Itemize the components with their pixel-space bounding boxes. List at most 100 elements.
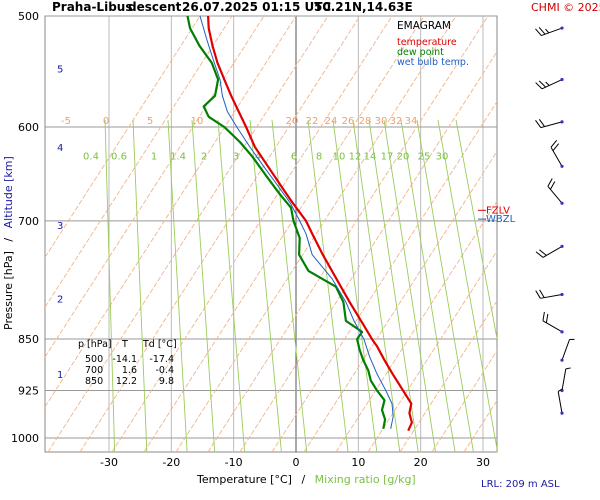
wind-barb-flag <box>547 178 553 187</box>
lrl-label: LRL: 209 m ASL <box>481 479 560 490</box>
potential-temp-label: 34 <box>405 116 418 127</box>
mixing-ratio-line <box>383 119 436 453</box>
wind-barb-flag <box>538 80 546 88</box>
pressure-tick-label: 600 <box>18 121 39 134</box>
wind-barb <box>547 178 564 205</box>
wind-barb-staff <box>542 320 563 333</box>
mixing-ratio-label: 2 <box>201 152 207 163</box>
dry-adiabat-line <box>44 15 201 258</box>
table-row-p: 500 <box>85 354 103 365</box>
wind-barb-base <box>560 201 564 205</box>
wind-barb-flag <box>545 313 549 323</box>
dry-adiabat-line <box>44 15 233 308</box>
mixing-ratio-label: 12 <box>349 152 362 163</box>
mixing-ratio-line <box>167 119 188 453</box>
summary-table: p [hPa] T Td [°C] 500 -14.1 -17.4 700 1.… <box>78 339 177 387</box>
temperature-tick-label: -30 <box>100 456 118 469</box>
wind-barb-flag <box>535 28 542 36</box>
mixing-ratio-line <box>455 119 498 339</box>
altitude-tick-label: 1 <box>57 370 63 381</box>
wind-barb-staff <box>542 245 563 258</box>
legend-wet-bulb: wet bulb temp. <box>397 57 469 68</box>
wind-barb-flag <box>545 28 550 34</box>
wind-barb-flag <box>535 120 542 128</box>
table-header-p: p [hPa] <box>78 339 112 350</box>
wind-barb-base <box>560 164 564 168</box>
dry-adiabat-line <box>495 450 498 453</box>
mixing-ratio-line <box>416 119 474 453</box>
profile-series <box>186 15 413 432</box>
mixing-ratio-label: 20 <box>397 152 410 163</box>
mixing-ratio-label: 30 <box>436 152 449 163</box>
mixing-ratio-line <box>307 119 349 453</box>
series-line-temperature <box>207 15 413 432</box>
series-line-wet-bulb-temp <box>199 15 394 429</box>
temperature-tick-label: 0 <box>293 456 300 469</box>
table-row-t: 1.6 <box>122 365 137 376</box>
copyright-text: CHMI © 2025 <box>531 1 600 14</box>
mixing-ratio-label: 25 <box>418 152 431 163</box>
wind-barb <box>535 244 564 258</box>
potential-temp-label: 10 <box>191 116 204 127</box>
mixing-ratio-label: 14 <box>364 152 377 163</box>
dry-adiabat-line <box>79 15 361 453</box>
wind-barb-flag <box>545 81 550 86</box>
mixing-ratio-line <box>400 119 456 453</box>
mixing-ratio-label: 10 <box>333 152 346 163</box>
wind-barb <box>535 77 564 90</box>
wind-barbs <box>535 26 575 415</box>
mixing-ratio-lines: 0.4 0.6 1 1.4 2 3 4 6 8 10 12 14 17 20 25 30 <box>83 119 498 453</box>
mixing-ratio-line <box>437 119 498 449</box>
potential-temp-label: 30 <box>375 116 388 127</box>
mixing-ratio-label: 1 <box>151 152 157 163</box>
wind-barb-flag <box>538 118 545 127</box>
table-header-td: Td [°C] <box>142 339 177 350</box>
wind-barb-flag <box>550 139 558 148</box>
legend-title: EMAGRAM <box>397 20 451 32</box>
mixing-ratio-line <box>104 119 116 453</box>
wind-barb-staff <box>541 27 563 37</box>
wind-barb-base <box>560 26 564 30</box>
wind-barb-staff <box>541 79 563 90</box>
potential-temp-label: 26 <box>342 116 355 127</box>
mixing-ratio-label: 6 <box>291 152 297 163</box>
wind-barb-flag <box>535 251 544 258</box>
pressure-tick-label: 700 <box>18 215 39 228</box>
table-row-p: 700 <box>85 365 103 376</box>
dry-adiabat-line <box>303 151 498 453</box>
x-axis-label: Temperature [°C] / Mixing ratio [g/kg] <box>196 473 416 486</box>
wind-barb <box>535 118 564 129</box>
svg-text:Pressure [hPa] /: Pressure [hPa] / Altitude [km] <box>2 156 15 330</box>
table-row-td: -17.4 <box>149 354 174 365</box>
wind-barb-flag <box>552 143 560 151</box>
temperature-tick-label: -10 <box>225 456 243 469</box>
y-axis-label-altitude: Altitude [km] <box>2 156 15 228</box>
mixing-ratio-line <box>132 119 148 453</box>
wind-barb-base <box>560 358 564 362</box>
potential-temp-label: 28 <box>359 116 372 127</box>
temperature-tick-label: 20 <box>414 456 428 469</box>
wind-barb <box>557 388 564 415</box>
temperature-tick-label: -20 <box>162 456 180 469</box>
mixing-ratio-label: 0.6 <box>111 152 127 163</box>
table-row-td: 9.8 <box>159 376 174 387</box>
grid-layer <box>44 15 498 453</box>
dry-adiabat-line <box>271 101 498 453</box>
dry-adiabat-line <box>44 15 297 408</box>
wind-barb-flag <box>538 27 546 35</box>
wind-barb <box>550 139 564 168</box>
mixing-ratio-label: 4 <box>255 152 261 163</box>
mixing-ratio-label: 17 <box>381 152 394 163</box>
potential-temp-label: -5 <box>61 116 71 127</box>
dry-adiabat-line <box>47 15 329 453</box>
potential-temp-label: 22 <box>306 116 319 127</box>
mixing-ratio-label: 0.4 <box>83 152 99 163</box>
temperature-tick-label: 30 <box>476 456 490 469</box>
series-line-dew-point <box>186 15 387 430</box>
wind-barb-flag <box>557 388 563 392</box>
wind-barb <box>535 289 564 299</box>
mixing-ratio-label: 8 <box>316 152 322 163</box>
wind-barb <box>560 338 575 362</box>
